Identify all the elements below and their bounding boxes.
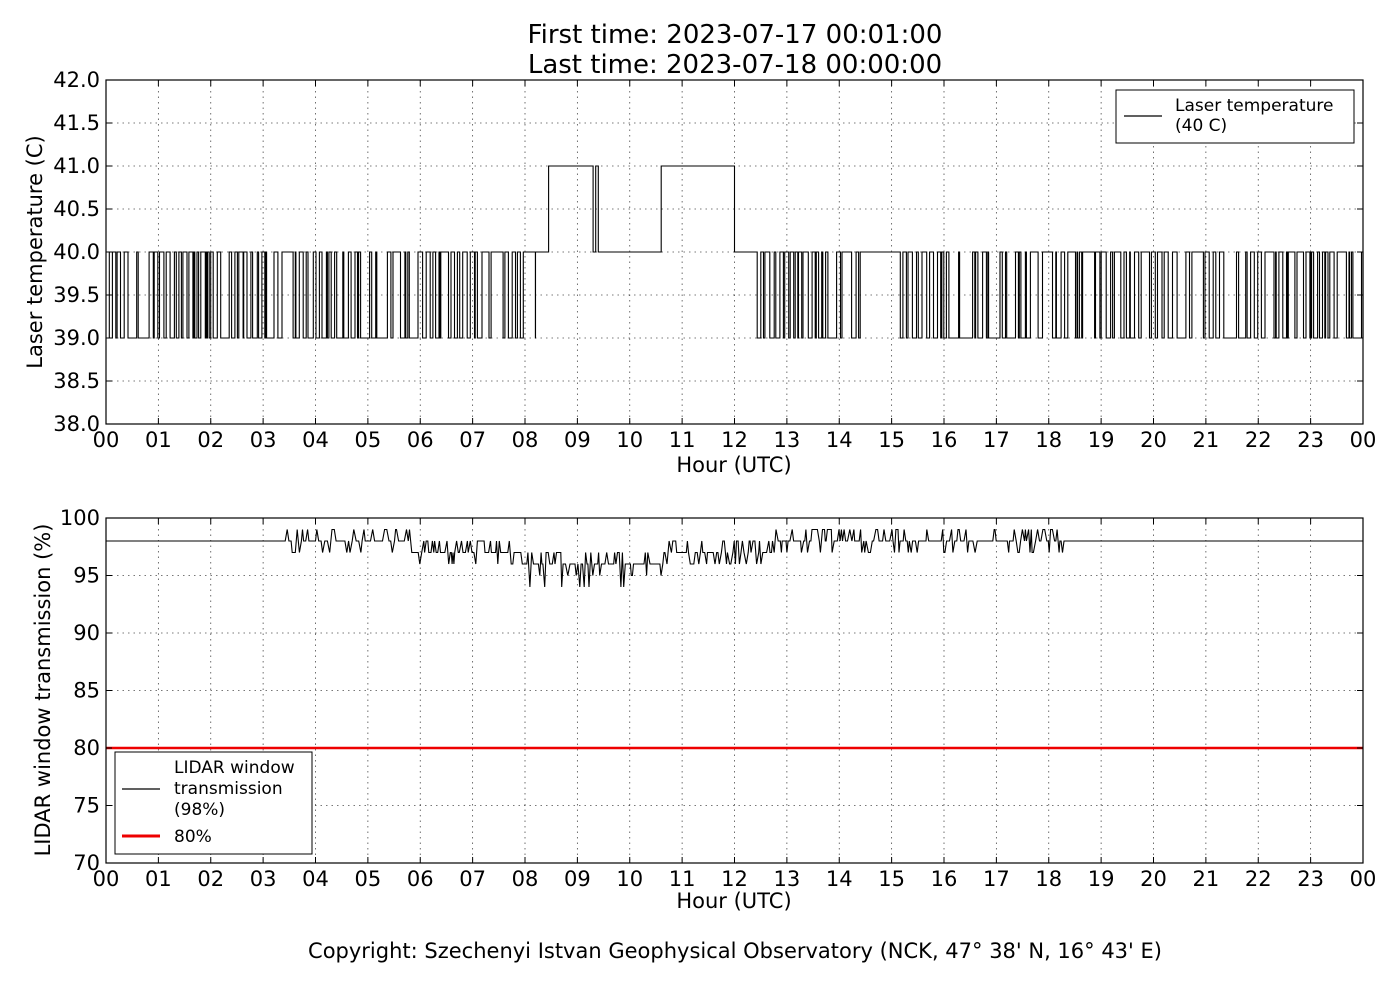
- lidar-ytick-label: 85: [73, 679, 100, 703]
- laser-x-axis-label: Hour (UTC): [676, 453, 791, 477]
- lidar-y-axis-label: LIDAR window transmission (%): [31, 524, 55, 857]
- laser-xtick-label: 10: [616, 428, 643, 452]
- laser-temperature-line: [106, 165, 1364, 339]
- lidar-xtick-label: 01: [145, 867, 172, 891]
- chart-title-line2: Last time: 2023-07-18 00:00:00: [528, 50, 942, 80]
- laser-ytick-label: 39.5: [53, 283, 100, 307]
- laser-xtick-label: 02: [197, 428, 224, 452]
- lidar-xtick-label: 04: [302, 867, 329, 891]
- laser-ticks: 00 01 02 03 04 05 06 07 08 09 10 11 12 13 14 15 16 17 18 19…: [53, 68, 1376, 452]
- laser-xtick-label: 19: [1088, 428, 1115, 452]
- lidar-ytick-label: 100: [60, 506, 100, 530]
- lidar-ytick-label: 90: [73, 621, 100, 645]
- laser-xtick-label: 00: [93, 428, 120, 452]
- lidar-xtick-label: 00: [1350, 867, 1377, 891]
- laser-legend-label-line2: (40 C): [1175, 116, 1227, 136]
- laser-xtick-label: 06: [407, 428, 434, 452]
- lidar-ticks: 00 01 02 03 04 05 06 07 08 09 10 11 12 13 14 15 16 17 18 19…: [60, 506, 1376, 891]
- lidar-transmission-panel: 00 01 02 03 04 05 06 07 08 09 10 11 12 13 14 15 16 17 18 19…: [31, 506, 1376, 913]
- laser-ytick-label: 39.0: [53, 326, 100, 350]
- laser-y-axis-label: Laser temperature (C): [23, 135, 47, 368]
- laser-xtick-label: 12: [721, 428, 748, 452]
- lidar-x-axis-label: Hour (UTC): [676, 889, 791, 913]
- laser-xtick-label: 03: [250, 428, 277, 452]
- laser-xtick-label: 14: [826, 428, 853, 452]
- lidar-xtick-label: 02: [197, 867, 224, 891]
- laser-xtick-label: 15: [878, 428, 905, 452]
- lidar-legend-label-threshold: 80%: [174, 827, 212, 847]
- lidar-xtick-label: 17: [983, 867, 1010, 891]
- lidar-xtick-label: 03: [250, 867, 277, 891]
- lidar-xtick-label: 20: [1140, 867, 1167, 891]
- laser-temperature-series: [106, 165, 1364, 339]
- lidar-legend: LIDAR window transmission (98%) 80%: [114, 751, 313, 855]
- laser-legend: Laser temperature (40 C): [1115, 89, 1355, 144]
- laser-xtick-label: 18: [1035, 428, 1062, 452]
- laser-xtick-label: 22: [1245, 428, 1272, 452]
- laser-ytick-label: 38.5: [53, 369, 100, 393]
- lidar-ytick-label: 70: [73, 851, 100, 875]
- laser-xtick-label: 04: [302, 428, 329, 452]
- laser-xtick-label: 20: [1140, 428, 1167, 452]
- lidar-xtick-label: 05: [355, 867, 382, 891]
- laser-temperature-panel: 00 01 02 03 04 05 06 07 08 09 10 11 12 13 14 15 16 17 18 19…: [23, 68, 1376, 477]
- laser-ytick-label: 42.0: [53, 68, 100, 92]
- lidar-xtick-label: 16: [931, 867, 958, 891]
- laser-ytick-label: 40.5: [53, 197, 100, 221]
- laser-xtick-label: 09: [564, 428, 591, 452]
- laser-xtick-label: 13: [774, 428, 801, 452]
- lidar-xtick-label: 22: [1245, 867, 1272, 891]
- lidar-ytick-label: 95: [73, 564, 100, 588]
- lidar-transmission-line: [106, 528, 1363, 588]
- laser-ytick-label: 41.5: [53, 111, 100, 135]
- lidar-legend-label-line2: transmission: [174, 779, 283, 799]
- laser-xtick-label: 11: [669, 428, 696, 452]
- lidar-xtick-label: 14: [826, 867, 853, 891]
- chart-title-line1: First time: 2023-07-17 00:01:00: [528, 20, 943, 50]
- lidar-xtick-label: 09: [564, 867, 591, 891]
- laser-xtick-label: 07: [459, 428, 486, 452]
- lidar-xtick-label: 10: [616, 867, 643, 891]
- laser-ytick-label: 38.0: [53, 412, 100, 436]
- laser-ytick-label: 40.0: [53, 240, 100, 264]
- laser-xtick-label: 08: [512, 428, 539, 452]
- lidar-legend-label-line3: (98%): [174, 800, 225, 820]
- lidar-transmission-series: [106, 528, 1363, 750]
- laser-legend-label-line1: Laser temperature: [1175, 96, 1333, 116]
- lidar-xtick-label: 15: [878, 867, 905, 891]
- laser-xtick-label: 23: [1297, 428, 1324, 452]
- lidar-xtick-label: 18: [1035, 867, 1062, 891]
- lidar-xtick-label: 13: [774, 867, 801, 891]
- laser-xtick-label: 05: [355, 428, 382, 452]
- lidar-xtick-label: 21: [1193, 867, 1220, 891]
- laser-xtick-label: 01: [145, 428, 172, 452]
- laser-xtick-label: 21: [1193, 428, 1220, 452]
- laser-xtick-label: 00: [1350, 428, 1377, 452]
- lidar-xtick-label: 06: [407, 867, 434, 891]
- laser-legend-box: [1115, 89, 1355, 144]
- lidar-xtick-label: 23: [1297, 867, 1324, 891]
- laser-ytick-label: 41.0: [53, 154, 100, 178]
- lidar-ytick-label: 75: [73, 794, 100, 818]
- lidar-xtick-label: 11: [669, 867, 696, 891]
- lidar-xtick-label: 19: [1088, 867, 1115, 891]
- lidar-xtick-label: 07: [459, 867, 486, 891]
- lidar-legend-label-line1: LIDAR window: [174, 758, 295, 778]
- lidar-xtick-label: 08: [512, 867, 539, 891]
- laser-xtick-label: 16: [931, 428, 958, 452]
- lidar-xtick-label: 12: [721, 867, 748, 891]
- lidar-ytick-label: 80: [73, 736, 100, 760]
- laser-xtick-label: 17: [983, 428, 1010, 452]
- lidar-xtick-label: 00: [93, 867, 120, 891]
- copyright-text: Copyright: Szechenyi Istvan Geophysical …: [308, 939, 1162, 963]
